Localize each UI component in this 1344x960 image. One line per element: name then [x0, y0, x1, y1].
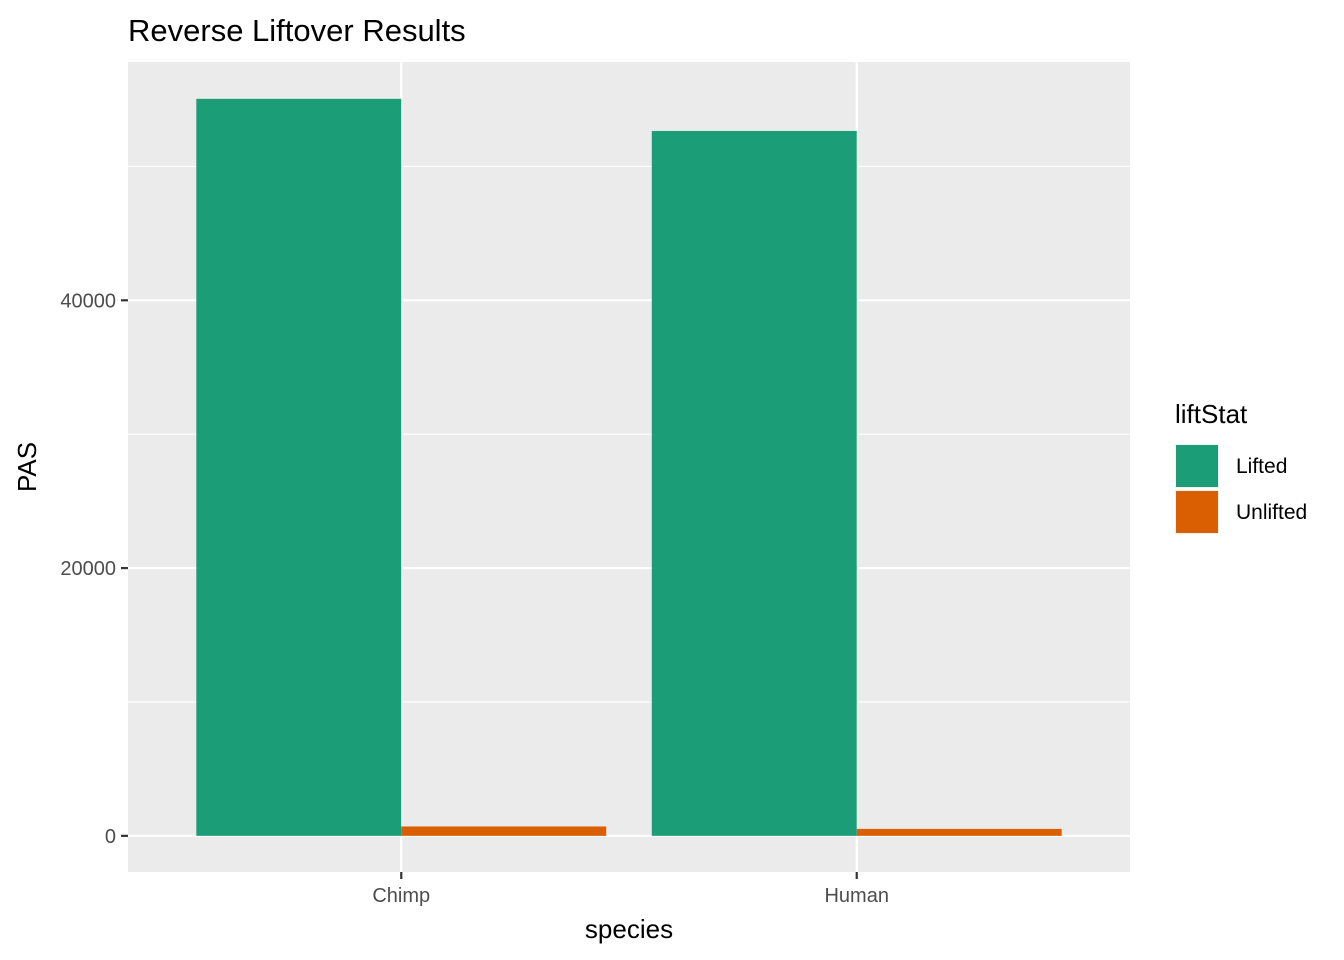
bar-unlifted-human	[856, 828, 1062, 836]
y-tick-label: 40000	[60, 290, 116, 312]
chart-title: Reverse Liftover Results	[128, 13, 466, 48]
y-tick-label: 0	[105, 826, 116, 848]
bar-unlifted-chimp	[401, 826, 607, 836]
x-tick-label: Chimp	[372, 885, 430, 907]
y-axis: 0 20000 40000	[60, 290, 128, 848]
x-tick-label: Human	[824, 885, 888, 907]
legend-swatch	[1176, 445, 1218, 487]
bar-lifted-chimp	[196, 98, 402, 836]
legend: liftStat Lifted Unlifted	[1175, 399, 1307, 534]
y-axis-title: PAS	[12, 442, 42, 492]
legend-items: Lifted Unlifted	[1175, 444, 1307, 534]
legend-label: Lifted	[1236, 455, 1287, 478]
bars	[196, 98, 1062, 836]
legend-swatch	[1176, 491, 1218, 533]
y-tick-label: 20000	[60, 558, 116, 580]
bar-lifted-human	[651, 130, 857, 836]
legend-title: liftStat	[1175, 399, 1248, 429]
x-axis: Chimp Human	[372, 872, 889, 907]
x-axis-title: species	[585, 914, 673, 944]
legend-label: Unlifted	[1236, 501, 1307, 524]
